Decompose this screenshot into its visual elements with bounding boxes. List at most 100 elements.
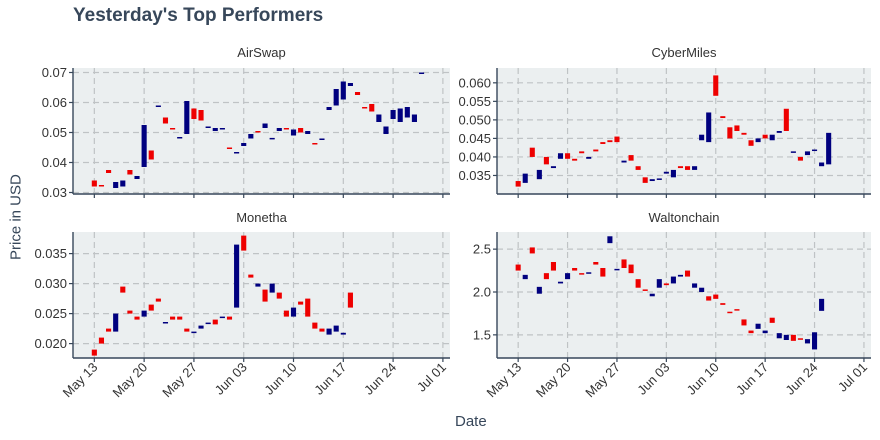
candle-up	[269, 283, 275, 293]
candle-down	[720, 116, 726, 119]
candle-down	[347, 292, 353, 308]
candle-up	[550, 166, 556, 169]
candle-up	[656, 178, 662, 180]
candle-up	[418, 72, 425, 74]
candle-down	[148, 304, 154, 311]
x-tick-label: Jun 17	[733, 360, 771, 398]
candle-down	[572, 268, 578, 271]
candle-up	[248, 134, 254, 139]
candle-down	[170, 128, 176, 130]
candle-up	[776, 333, 782, 339]
candle-down	[529, 147, 535, 157]
candle-up	[804, 151, 811, 156]
chart-title: Yesterday's Top Performers	[73, 5, 324, 26]
candle-down	[177, 316, 183, 320]
x-tick-label: Jun 24	[782, 360, 820, 398]
candle-down	[797, 156, 803, 161]
candle-down	[127, 170, 133, 175]
candle-up	[755, 323, 761, 329]
candle-up	[219, 128, 225, 130]
candle-down	[720, 303, 726, 305]
candle-down	[312, 143, 318, 145]
candle-up	[205, 126, 211, 128]
candle-up	[205, 322, 211, 325]
candle-down	[628, 155, 634, 161]
x-tick-label: May 20	[533, 360, 574, 401]
candle-up	[212, 128, 218, 131]
y-tick-label: 0.03	[42, 185, 67, 200]
candle-down	[727, 127, 733, 139]
candle-down	[579, 273, 585, 275]
candle-down	[283, 310, 289, 317]
candle-down	[91, 180, 97, 187]
candle-down	[198, 110, 204, 121]
candle-down	[362, 107, 368, 109]
candle-down	[543, 273, 549, 280]
y-tick-label: 2.0	[473, 285, 491, 300]
candle-down	[134, 316, 140, 320]
candle-up	[340, 332, 346, 335]
candle-down	[120, 286, 126, 293]
candle-up	[692, 166, 698, 170]
candle-down	[162, 117, 169, 124]
candle-down	[184, 328, 190, 332]
y-tick-label: 0.025	[34, 306, 67, 321]
candle-down	[212, 319, 218, 325]
candle-down	[734, 125, 740, 131]
y-tick-label: 0.04	[42, 155, 67, 170]
candle-down	[565, 153, 571, 159]
candle-down	[572, 158, 578, 161]
candle-down	[642, 289, 648, 291]
candle-up	[141, 310, 147, 317]
candle-up	[769, 134, 775, 141]
x-tick-label: May 27	[159, 360, 200, 401]
candle-down	[614, 136, 620, 143]
candle-down	[769, 317, 775, 323]
candle-up	[290, 129, 297, 136]
candle-up	[219, 316, 225, 319]
candle-up	[699, 134, 705, 141]
candle-up	[699, 287, 705, 292]
candle-up	[783, 334, 789, 340]
y-tick-label: 0.055	[458, 94, 491, 109]
x-tick-label: Jul 01	[414, 360, 449, 395]
candle-up	[255, 283, 261, 287]
candle-down	[543, 156, 549, 165]
candle-up	[826, 132, 832, 165]
candle-up	[333, 325, 339, 332]
candle-up	[198, 325, 204, 329]
candle-up	[290, 307, 297, 317]
candle-up	[804, 339, 811, 344]
candle-down	[98, 337, 105, 344]
candle-down	[642, 177, 648, 183]
candle-up	[677, 274, 684, 277]
panel-cybermiles: CyberMiles 0.035 0.040 0.045 0.050 0.055 0.060	[458, 45, 871, 198]
candle-down	[298, 128, 304, 133]
candle-down	[262, 289, 268, 302]
candle-down	[91, 349, 97, 356]
candle-up	[649, 179, 655, 182]
candle-up	[134, 176, 140, 179]
candle-down	[529, 247, 535, 254]
x-tick-label: Jun 10	[261, 360, 299, 398]
candle-down	[748, 330, 754, 334]
panel-title: CyberMiles	[651, 45, 717, 60]
candle-down	[727, 311, 733, 314]
candle-down	[98, 185, 105, 187]
candle-up	[812, 332, 818, 350]
candle-up	[269, 137, 275, 140]
y-tick-label: 0.045	[458, 131, 491, 146]
candle-up	[663, 171, 669, 174]
candle-up	[706, 112, 712, 143]
x-tick-label: Jun 03	[634, 360, 672, 398]
candle-down	[621, 259, 627, 268]
candle-up	[319, 138, 325, 140]
candle-up	[621, 160, 627, 163]
y-tick-label: 1.5	[473, 327, 491, 342]
candle-down	[276, 292, 282, 299]
candle-up	[340, 81, 346, 100]
x-tick-label: May 20	[109, 360, 150, 401]
candle-down	[593, 262, 599, 265]
candle-down	[369, 104, 375, 112]
candle-down	[748, 140, 754, 146]
